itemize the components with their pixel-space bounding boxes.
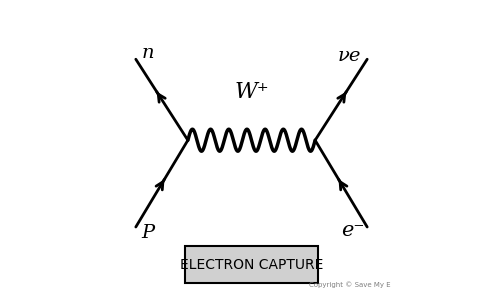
Text: e⁻: e⁻: [341, 221, 364, 240]
Text: W⁺: W⁺: [234, 81, 269, 102]
Text: Copyright © Save My E: Copyright © Save My E: [309, 281, 390, 288]
Text: νe: νe: [338, 47, 361, 65]
Text: n: n: [142, 44, 154, 62]
FancyBboxPatch shape: [185, 246, 318, 283]
Text: P: P: [142, 224, 155, 242]
Text: ELECTRON CAPTURE: ELECTRON CAPTURE: [180, 258, 323, 272]
